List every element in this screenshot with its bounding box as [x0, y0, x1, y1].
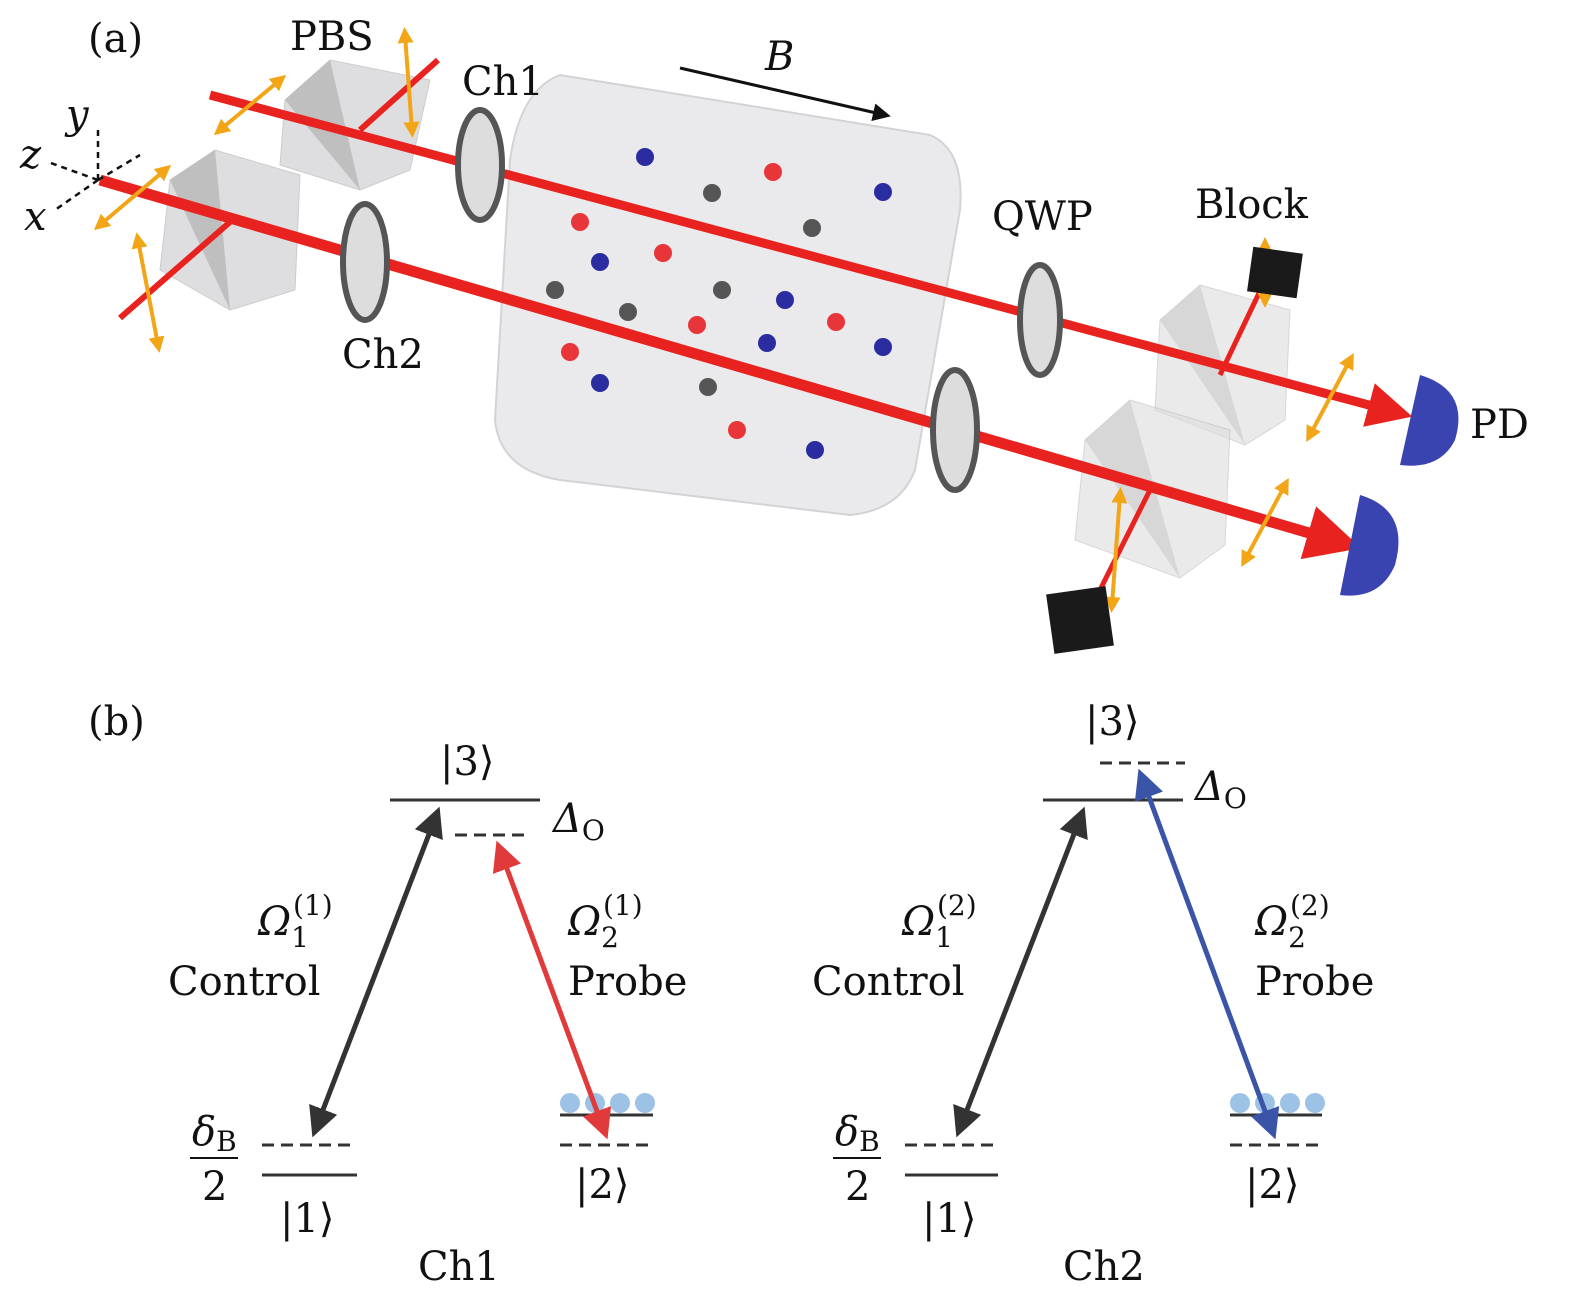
control-arrow-ch1 [309, 806, 443, 1138]
qwp-ch2 [930, 367, 980, 493]
probe-arrow-ch1 [492, 840, 612, 1140]
qwp-ch1 [1017, 262, 1063, 378]
level2-ch2: |2⟩ [1245, 1162, 1300, 1208]
beam-block-ch1 [1247, 246, 1303, 299]
panel-b-label: (b) [88, 699, 145, 745]
photodetector-ch2 [1340, 495, 1399, 596]
ch2-label: Ch2 [342, 332, 424, 378]
population-dots-ch2 [1230, 1093, 1325, 1113]
beam-ch1 [208, 90, 1413, 427]
control-rabi-ch2: Ω1(2) [901, 889, 977, 954]
zeeman-ch1: δB [192, 1109, 237, 1158]
control-label-ch2: Control [812, 959, 965, 1005]
b-field-arrow [679, 66, 891, 122]
polarization-arrows [93, 27, 1354, 613]
control-label-ch1: Control [168, 959, 321, 1005]
qwp-label: QWP [992, 194, 1093, 240]
level-scheme-ch2 [905, 761, 1325, 1177]
probe-rabi-ch2: Ω2(2) [1254, 889, 1330, 954]
detuning-ch2: ΔO [1193, 764, 1247, 815]
level-scheme-ch1 [262, 798, 655, 1177]
probe-arrow-ch2 [1134, 768, 1280, 1140]
detuning-ch1: ΔO [551, 796, 605, 847]
probe-rabi-ch1: Ω2(1) [567, 889, 643, 954]
ch1-label: Ch1 [462, 59, 544, 105]
level2-ch1: |2⟩ [575, 1162, 630, 1208]
beam-block-ch2 [1046, 586, 1114, 654]
panel-b-levels: (b) |3⟩ ΔO Ω1(1) Control Ω2(1) Probe δB … [88, 699, 1374, 1290]
pbs-label: PBS [290, 14, 374, 60]
coordinate-axes [47, 130, 141, 212]
probe-label-ch2: Probe [1255, 959, 1374, 1005]
zeeman-den-ch1: 2 [202, 1164, 227, 1210]
pd-label: PD [1470, 402, 1529, 448]
b-field-label: B [764, 34, 794, 80]
axis-z-label: z [19, 132, 42, 178]
level3-ch2: |3⟩ [1085, 699, 1140, 745]
waveplate-ch2 [340, 201, 390, 323]
photodetector-ch1 [1400, 375, 1459, 466]
pbs-cube-2 [159, 149, 301, 311]
zeeman-den-ch2: 2 [845, 1164, 870, 1210]
beam-ch2 [98, 174, 1362, 560]
level1-ch1: |1⟩ [280, 1196, 335, 1242]
ch1-title: Ch1 [418, 1244, 500, 1290]
population-dots-ch1 [560, 1093, 655, 1113]
zeeman-ch2: δB [835, 1109, 880, 1158]
atoms [546, 148, 892, 459]
level1-ch2: |1⟩ [922, 1196, 977, 1242]
probe-label-ch1: Probe [568, 959, 687, 1005]
axis-y-label: y [64, 92, 90, 138]
control-rabi-ch1: Ω1(1) [257, 889, 333, 954]
level3-ch1: |3⟩ [440, 739, 495, 785]
block-label: Block [1195, 182, 1309, 228]
waveplate-ch1 [455, 107, 505, 223]
control-arrow-ch2 [953, 806, 1088, 1138]
ch2-title: Ch2 [1063, 1244, 1145, 1290]
axis-x-label: x [24, 194, 47, 240]
panel-a-setup: (a) [19, 14, 1529, 654]
panel-a-label: (a) [88, 16, 143, 62]
